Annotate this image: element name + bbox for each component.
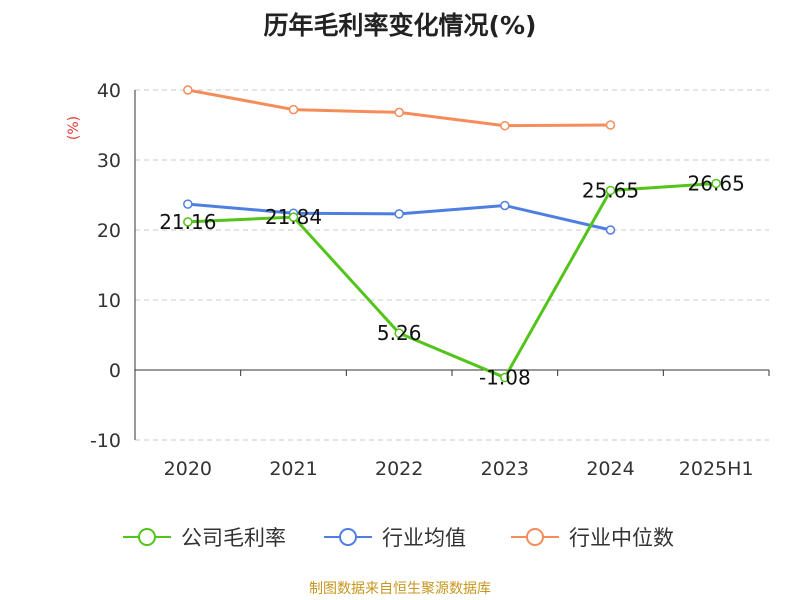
data-point xyxy=(605,225,616,235)
legend-label: 公司毛利率 xyxy=(181,526,286,550)
data-label: -1.08 xyxy=(479,366,531,390)
data-point xyxy=(394,107,404,118)
y-tick-label: 20 xyxy=(97,220,121,242)
legend-marker-circle xyxy=(138,528,156,546)
y-tick-label: 40 xyxy=(97,80,121,102)
data-label: 21.16 xyxy=(159,210,216,234)
data-point xyxy=(394,328,404,338)
y-axis-label: (%) xyxy=(66,116,82,140)
y-tick-label: 10 xyxy=(97,290,121,312)
x-tick-label: 2020 xyxy=(164,458,212,480)
series-line xyxy=(187,181,717,380)
data-label: 26.65 xyxy=(688,171,745,195)
data-point xyxy=(183,217,193,227)
x-tick-label: 2025H1 xyxy=(679,458,754,480)
data-point xyxy=(500,372,510,383)
legend-label: 行业中位数 xyxy=(569,526,674,550)
y-tick-label: 0 xyxy=(109,360,121,382)
data-point xyxy=(500,120,510,131)
data-label: 21.84 xyxy=(265,205,322,229)
legend-marker-circle xyxy=(526,528,544,546)
data-point xyxy=(183,85,193,95)
data-point xyxy=(183,199,193,209)
data-point xyxy=(605,185,616,196)
data-source-note: 制图数据来自恒生聚源数据库 xyxy=(309,581,491,597)
data-point xyxy=(288,212,299,222)
data-point xyxy=(394,209,404,219)
legend-label: 行业均值 xyxy=(382,526,466,550)
y-tick-label: -10 xyxy=(90,430,121,452)
data-label: 5.26 xyxy=(377,321,422,345)
x-tick-label: 2023 xyxy=(481,458,529,480)
data-label: 25.65 xyxy=(582,178,639,202)
data-point xyxy=(288,104,299,115)
data-point xyxy=(500,200,510,211)
data-point xyxy=(605,120,616,130)
legend-marker-circle xyxy=(339,528,357,546)
data-point xyxy=(711,178,721,189)
x-tick-label: 2022 xyxy=(375,458,423,480)
y-tick-label: 30 xyxy=(97,150,121,172)
chart-title: 历年毛利率变化情况(%) xyxy=(263,11,537,40)
x-tick-label: 2021 xyxy=(269,458,317,480)
x-tick-label: 2024 xyxy=(586,458,634,480)
